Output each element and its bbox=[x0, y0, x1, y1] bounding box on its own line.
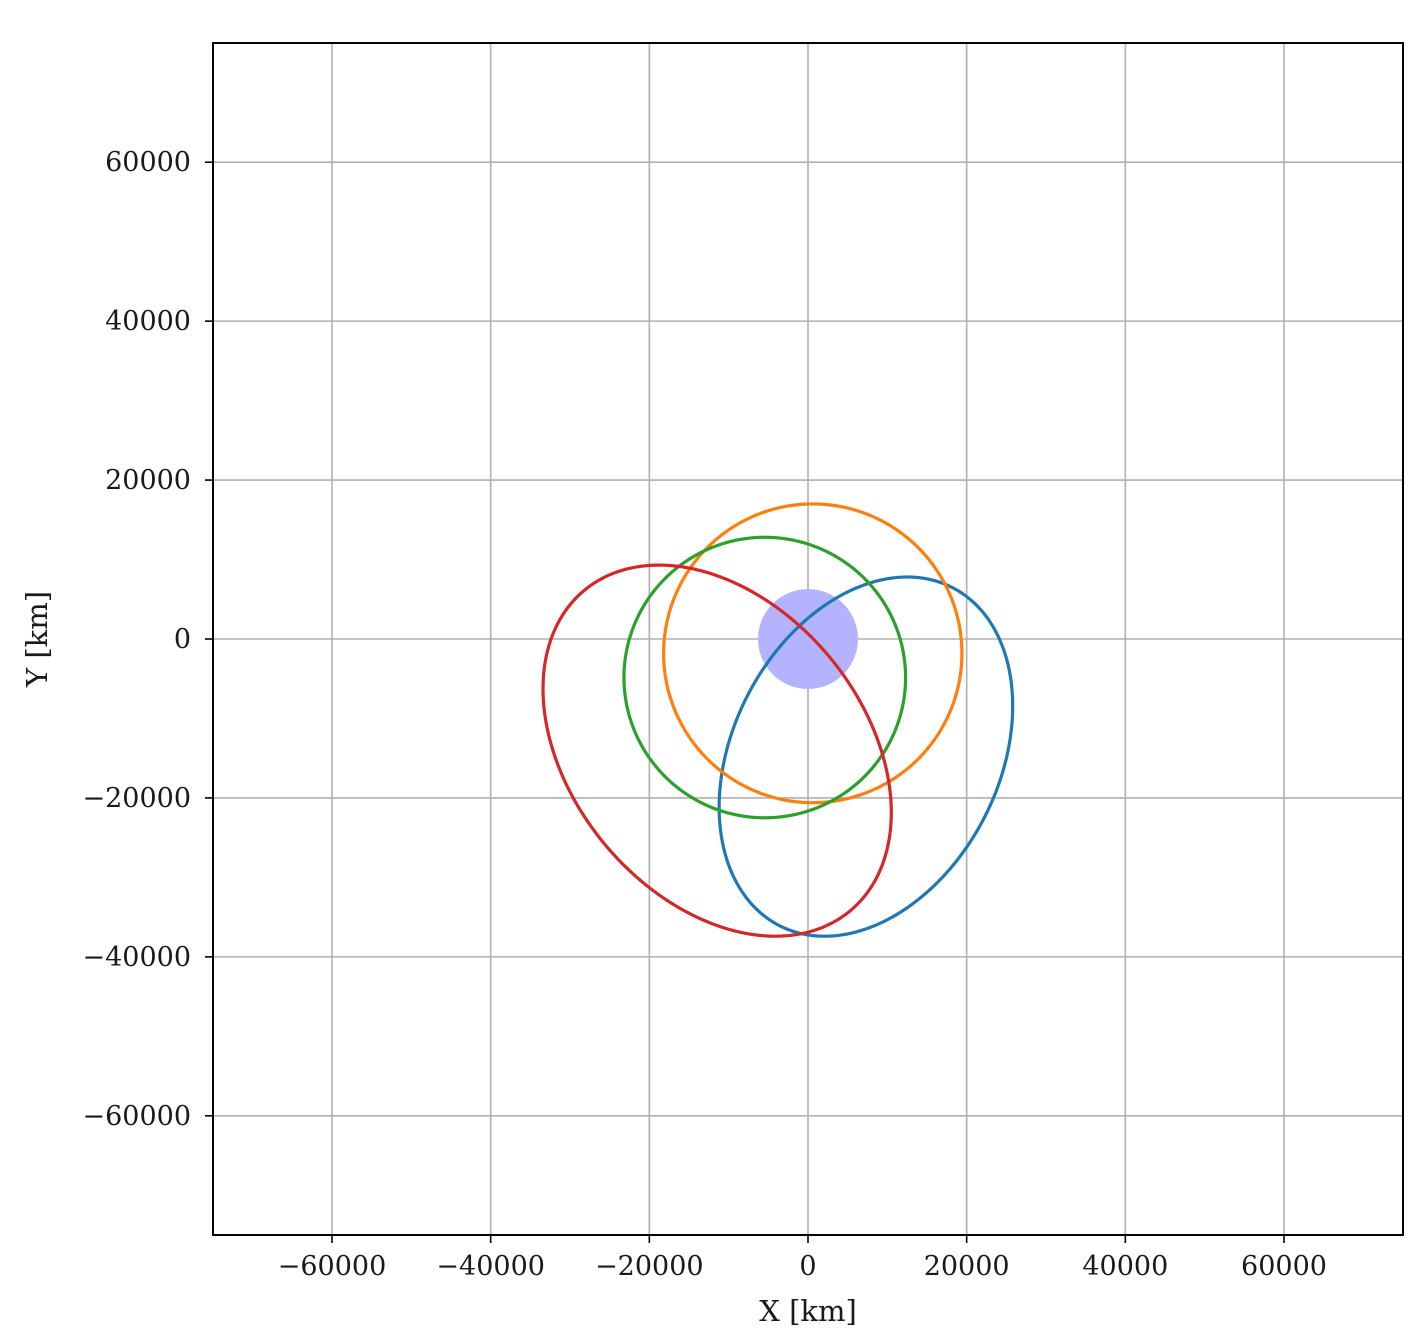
orbit-series-layer bbox=[541, 502, 1015, 938]
axis-ticks: −60000 −40000 −20000 0 20000 40000 60000 −60000… bbox=[82, 147, 1326, 1282]
y-tick-label: 40000 bbox=[105, 306, 191, 337]
y-tick-label: −60000 bbox=[82, 1101, 191, 1132]
orbit-line-4 bbox=[541, 563, 893, 938]
y-tick-label: 20000 bbox=[105, 465, 191, 496]
x-axis-label: X [km] bbox=[759, 1294, 857, 1328]
x-tick-label: 40000 bbox=[1082, 1251, 1168, 1282]
y-axis-label: Y [km] bbox=[20, 591, 54, 688]
x-tick-label: 0 bbox=[799, 1251, 816, 1282]
y-tick-label: −40000 bbox=[82, 942, 191, 973]
x-tick-label: −60000 bbox=[278, 1251, 387, 1282]
x-tick-label: 60000 bbox=[1241, 1251, 1327, 1282]
orbit-line-1 bbox=[717, 575, 1015, 938]
x-tick-label: −20000 bbox=[595, 1251, 704, 1282]
x-tick-label: 20000 bbox=[924, 1251, 1010, 1282]
y-tick-label: −20000 bbox=[82, 783, 191, 814]
y-tick-label: 60000 bbox=[105, 147, 191, 178]
y-tick-label: 0 bbox=[174, 624, 191, 655]
orbit-line-3 bbox=[622, 535, 908, 820]
x-tick-label: −40000 bbox=[436, 1251, 545, 1282]
